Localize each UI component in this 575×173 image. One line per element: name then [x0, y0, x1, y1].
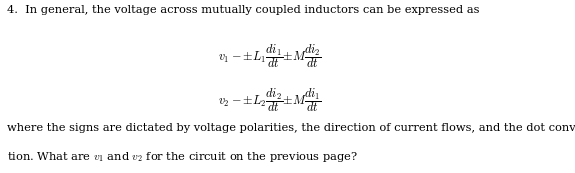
Text: 4.  In general, the voltage across mutually coupled inductors can be expressed a: 4. In general, the voltage across mutual… — [7, 5, 480, 15]
Text: $v_1 - {\pm}L_1\dfrac{di_1}{dt} {\pm} M\dfrac{di_2}{dt}$: $v_1 - {\pm}L_1\dfrac{di_1}{dt} {\pm} M\… — [218, 42, 322, 70]
Text: where the signs are dictated by voltage polarities, the direction of current flo: where the signs are dictated by voltage … — [7, 123, 575, 133]
Text: $v_2 - {\pm}L_2\dfrac{di_2}{dt} {\pm} M\dfrac{di_1}{dt}$: $v_2 - {\pm}L_2\dfrac{di_2}{dt} {\pm} M\… — [218, 86, 322, 113]
Text: tion. What are $v_1$ and $v_2$ for the circuit on the previous page?: tion. What are $v_1$ and $v_2$ for the c… — [7, 150, 358, 164]
